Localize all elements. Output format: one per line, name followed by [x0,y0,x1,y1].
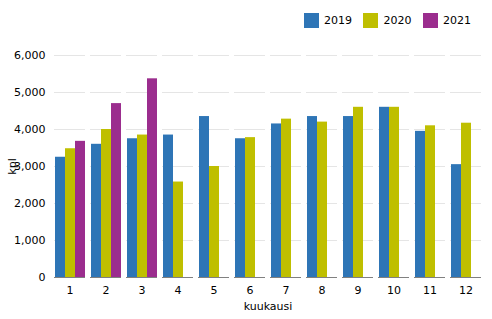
svg-text:1,000: 1,000 [14,234,46,247]
svg-text:kpl: kpl [6,158,19,174]
svg-text:kuukausi: kuukausi [244,299,293,312]
svg-text:3: 3 [139,284,146,297]
svg-text:9: 9 [355,284,362,297]
svg-text:6: 6 [247,284,254,297]
svg-text:11: 11 [423,284,437,297]
svg-text:1: 1 [67,284,74,297]
svg-text:5: 5 [211,284,218,297]
svg-text:12: 12 [459,284,473,297]
svg-text:10: 10 [387,284,401,297]
html-text:2019: 2019 [324,14,352,27]
svg-text:6,000: 6,000 [14,49,46,62]
svg-text:4,000: 4,000 [14,123,46,136]
svg-text:4: 4 [175,284,182,297]
svg-text:7: 7 [283,284,290,297]
svg-text:2: 2 [103,284,110,297]
html-text:2020: 2020 [383,14,412,27]
svg-text:0: 0 [39,271,46,284]
svg-text:3,000: 3,000 [14,159,46,173]
html-text:2021: 2021 [443,14,471,27]
svg-text:5,000: 5,000 [14,86,46,99]
svg-text:2,000: 2,000 [14,197,46,210]
svg-text:8: 8 [319,284,326,297]
